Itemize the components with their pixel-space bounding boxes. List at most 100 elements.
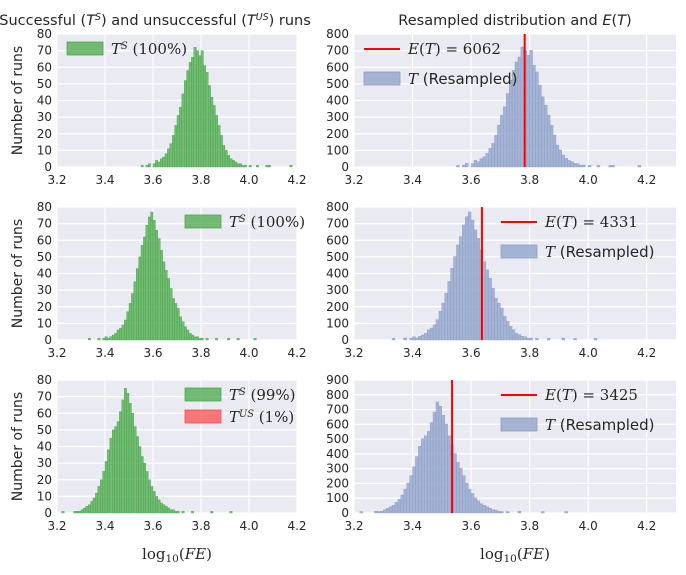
x-tick-label: 4.2 xyxy=(637,519,656,533)
legend: E(T) = 6062 T (Resampled) xyxy=(363,40,518,88)
histogram-bar xyxy=(394,502,399,514)
legend-label: E(T) = 4331 xyxy=(544,213,638,231)
histogram-bar xyxy=(476,500,481,514)
histogram-bar xyxy=(421,438,425,514)
histogram-bar xyxy=(191,334,194,341)
histogram-bar xyxy=(186,329,190,341)
histogram-bar xyxy=(386,508,390,514)
y-tick-label: 200 xyxy=(326,127,349,141)
histogram-bar xyxy=(482,505,486,514)
x-tick-label: 3.2 xyxy=(344,346,363,360)
histogram-bar xyxy=(83,507,87,514)
histogram-bar xyxy=(473,229,478,341)
histogram-bar xyxy=(150,211,154,341)
y-tick-label: 70 xyxy=(37,390,52,404)
histogram-bar xyxy=(576,163,580,168)
histogram-bar xyxy=(374,511,378,514)
histogram-bar xyxy=(421,334,425,341)
histogram-bar xyxy=(435,319,440,341)
y-tick-label: 10 xyxy=(37,143,52,157)
histogram-bar xyxy=(500,114,504,168)
x-tick-label: 4.2 xyxy=(287,519,306,533)
histogram-bar xyxy=(126,393,130,514)
histogram-bar xyxy=(462,224,466,341)
histogram-bar xyxy=(171,298,175,341)
histogram-bar xyxy=(479,158,484,168)
histogram-bar xyxy=(579,165,583,168)
histogram-bar xyxy=(479,503,484,514)
histogram-bar xyxy=(412,466,416,514)
histogram-bar xyxy=(164,153,168,168)
histogram-bar xyxy=(121,399,125,514)
histogram-bar xyxy=(549,124,554,168)
histogram-bar xyxy=(159,250,163,341)
histogram-bar xyxy=(552,134,557,168)
histogram-bar xyxy=(78,511,82,514)
histogram-bar xyxy=(488,508,492,514)
histogram-bar xyxy=(215,338,218,341)
panel-title: Resampled distribution and E(T) xyxy=(398,13,631,29)
histogram-bar xyxy=(203,65,206,168)
x-tick-label: 3.2 xyxy=(47,173,66,187)
histogram-bar xyxy=(229,511,233,514)
histogram-bar xyxy=(611,165,615,168)
histogram-bar xyxy=(195,50,199,168)
histogram-bar xyxy=(424,435,428,514)
histogram-bar xyxy=(359,511,363,514)
histogram-bar xyxy=(485,506,489,514)
histogram-bar xyxy=(500,307,504,341)
histogram-bar xyxy=(456,165,460,168)
y-tick-label: 70 xyxy=(37,44,52,58)
x-tick-label: 3.6 xyxy=(462,519,481,533)
histogram-bar xyxy=(435,401,440,514)
histogram-bar xyxy=(596,165,601,168)
histogram-bar xyxy=(107,338,111,341)
histogram-bar xyxy=(116,329,120,341)
x-tick-label: 3.8 xyxy=(520,173,539,187)
histogram-bar xyxy=(506,321,510,341)
histogram-bar xyxy=(476,161,481,168)
histogram-bar xyxy=(133,281,137,341)
histogram-bar xyxy=(526,55,530,168)
histogram-bar xyxy=(268,165,271,168)
histogram-bar xyxy=(119,328,123,341)
histogram-bar xyxy=(561,337,565,341)
histogram-bar xyxy=(179,106,182,168)
y-tick-label: 500 xyxy=(326,432,349,446)
histogram-bar xyxy=(555,144,560,168)
histogram-bar xyxy=(415,337,419,341)
histogram-bar xyxy=(167,148,170,168)
x-tick-label: 3.4 xyxy=(403,346,422,360)
histogram-bar xyxy=(111,429,115,514)
y-tick-label: 70 xyxy=(37,217,52,231)
histogram-bar xyxy=(186,70,190,168)
histogram-bar xyxy=(114,333,118,341)
y-tick-label: 800 xyxy=(326,200,349,214)
panel-title: Successful (TS) and unsuccessful (TUS) r… xyxy=(0,12,311,30)
histogram-bar xyxy=(506,511,510,514)
histogram-bar xyxy=(116,421,120,514)
histogram-bar xyxy=(157,238,161,341)
histogram-bar xyxy=(205,338,209,341)
histogram-bar xyxy=(231,160,235,168)
histogram-bar xyxy=(388,506,393,514)
histogram-bar xyxy=(429,422,434,514)
histogram-bar xyxy=(253,338,257,341)
histogram-bar xyxy=(491,287,495,341)
histogram-bar xyxy=(541,511,545,514)
histogram-bar xyxy=(140,165,144,168)
histogram-bar xyxy=(169,509,173,514)
y-tick-label: 600 xyxy=(326,233,349,247)
y-tick-label: 20 xyxy=(37,127,52,141)
histogram-bar xyxy=(198,338,202,341)
histogram-bar xyxy=(508,80,513,168)
histogram-bar xyxy=(229,158,233,168)
y-tick-label: 0 xyxy=(44,333,52,347)
histogram-bar xyxy=(529,50,533,168)
histogram-bar xyxy=(418,336,422,341)
legend-patch-swatch xyxy=(363,71,401,86)
histogram-bar xyxy=(535,71,539,168)
y-tick-label: 800 xyxy=(326,388,349,402)
histogram-bar xyxy=(147,479,151,514)
